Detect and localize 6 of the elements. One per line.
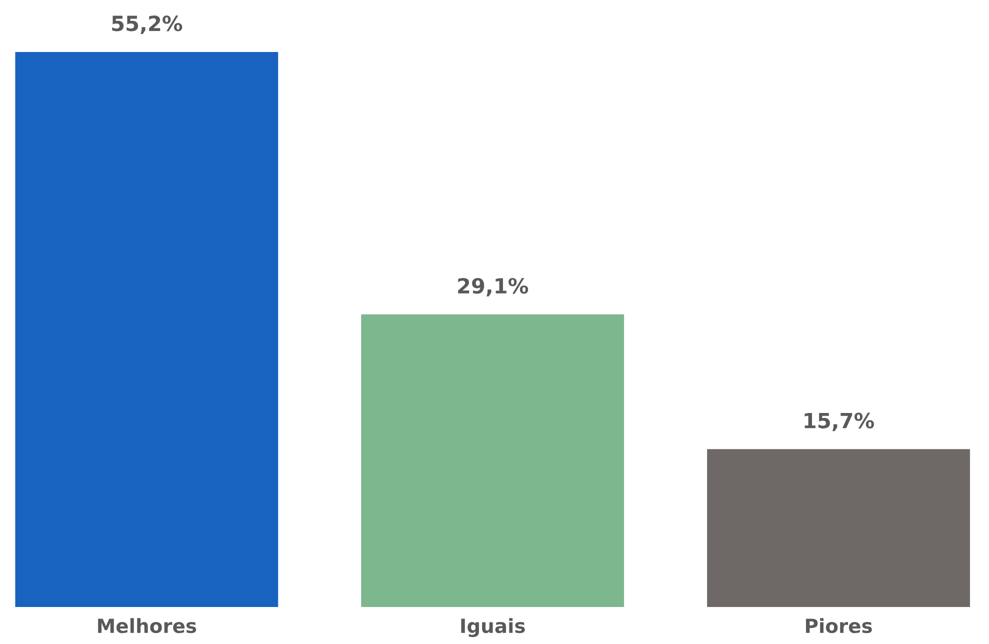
data-label: 15,7%: [804, 412, 874, 432]
x-tick-label: Iguais: [461, 618, 525, 638]
data-label: 55,2%: [112, 16, 182, 34]
x-tick-label: Piores: [806, 618, 872, 634]
data-label: 29,1%: [458, 278, 528, 296]
x-tick-label: Melhores: [98, 618, 196, 634]
